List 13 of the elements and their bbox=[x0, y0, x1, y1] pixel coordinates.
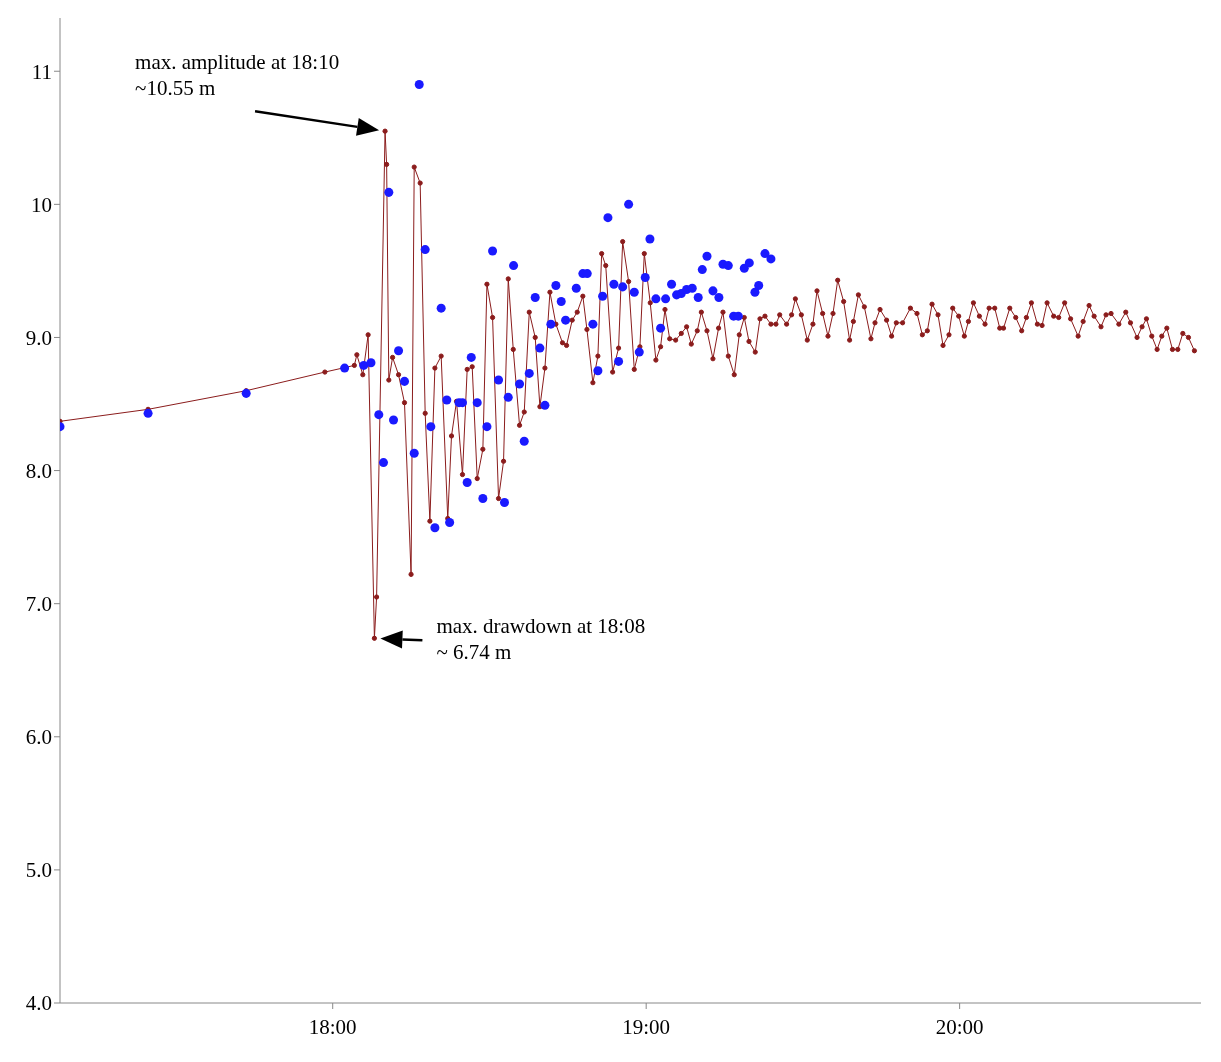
y-tick-label: 4.0 bbox=[25, 991, 52, 1016]
x-tick-label: 20:00 bbox=[935, 1014, 984, 1039]
y-tick-label: 7.0 bbox=[25, 592, 52, 617]
x-tick-label: 18:00 bbox=[308, 1014, 357, 1039]
y-tick-label: 9.0 bbox=[25, 325, 52, 350]
y-tick-label: 5.0 bbox=[25, 858, 52, 883]
y-tick-label: 6.0 bbox=[25, 725, 52, 750]
x-tick-label: 19:00 bbox=[622, 1014, 671, 1039]
annotation: max. drawdown at 18:08 ~ 6.74 m bbox=[436, 614, 646, 665]
annotation: max. amplitude at 18:10 ~10.55 m bbox=[135, 50, 340, 101]
y-tick-label: 8.0 bbox=[25, 459, 52, 484]
y-tick-label: 11 bbox=[31, 59, 52, 84]
y-tick-label: 10 bbox=[31, 192, 52, 217]
